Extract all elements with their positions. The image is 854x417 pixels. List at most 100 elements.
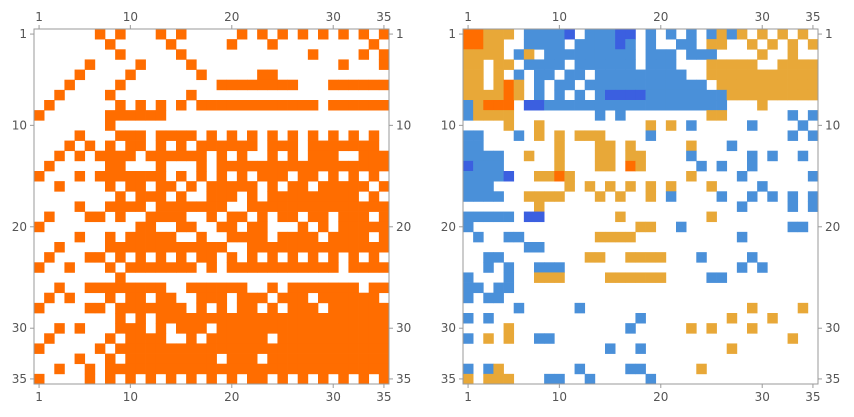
matrix-cell <box>686 323 697 334</box>
matrix-cell <box>216 343 228 354</box>
matrix-cell <box>605 59 616 70</box>
x-tick-label-bottom: 30 <box>326 390 341 404</box>
matrix-cell <box>165 181 177 192</box>
matrix-cell <box>736 171 748 182</box>
matrix-cell <box>615 231 626 243</box>
matrix-cell <box>105 292 116 304</box>
matrix-cell <box>297 292 309 304</box>
matrix-cell <box>297 160 309 172</box>
matrix-cell <box>257 29 268 40</box>
matrix-cell <box>635 160 646 172</box>
matrix-cell <box>534 201 545 212</box>
matrix-cell <box>247 252 258 263</box>
matrix-cell <box>206 292 217 304</box>
matrix-cell <box>665 69 677 81</box>
matrix-cell <box>777 79 788 91</box>
matrix-cell <box>247 323 258 334</box>
matrix-cell <box>307 201 319 212</box>
matrix-cell <box>358 140 370 152</box>
matrix-cell <box>257 333 268 344</box>
matrix-cell <box>463 130 474 141</box>
matrix-cell <box>196 171 207 182</box>
matrix-cell <box>378 29 390 40</box>
matrix-cell <box>84 252 96 263</box>
matrix-cell <box>105 373 116 385</box>
matrix-cell <box>534 191 545 202</box>
matrix-cell <box>125 242 136 253</box>
matrix-cell <box>64 140 75 152</box>
matrix-cell <box>368 343 380 354</box>
matrix-cell <box>706 39 717 50</box>
matrix-cell <box>54 363 65 375</box>
matrix-cell <box>378 242 390 253</box>
matrix-cell <box>186 89 197 101</box>
matrix-cell <box>338 29 349 40</box>
matrix-cell <box>145 231 157 243</box>
matrix-cell <box>696 100 707 111</box>
matrix-cell <box>297 313 309 324</box>
matrix-cell <box>665 49 677 60</box>
matrix-cell <box>257 100 268 111</box>
matrix-cell <box>736 89 748 101</box>
matrix-cell <box>483 171 494 182</box>
matrix-cell <box>594 79 606 91</box>
matrix-cell <box>328 231 339 243</box>
matrix-cell <box>807 191 819 202</box>
matrix-cell <box>787 221 799 233</box>
matrix-cell <box>236 181 248 192</box>
matrix-cell <box>318 242 329 253</box>
matrix-cell <box>236 363 248 375</box>
matrix-cell <box>473 79 484 91</box>
matrix-cell <box>267 252 278 263</box>
matrix-cell <box>706 100 717 111</box>
matrix-cell <box>216 140 228 152</box>
matrix-cell <box>115 252 126 263</box>
matrix-cell <box>787 191 799 202</box>
matrix-cell <box>747 150 758 162</box>
matrix-cell <box>44 160 55 172</box>
matrix-cell <box>358 262 370 273</box>
x-tick-label-bottom: 30 <box>755 390 770 404</box>
matrix-cell <box>503 110 515 121</box>
matrix-cell <box>665 181 677 192</box>
matrix-cell <box>115 272 126 283</box>
matrix-cell <box>196 150 207 162</box>
matrix-cell <box>145 353 157 365</box>
matrix-cell <box>307 323 319 334</box>
matrix-cell <box>176 140 187 152</box>
matrix-cell <box>206 282 217 294</box>
matrix-cell <box>328 252 339 263</box>
matrix-cell <box>44 211 55 223</box>
matrix-cell <box>645 100 657 111</box>
matrix-cell <box>297 181 309 192</box>
matrix-cell <box>176 211 187 223</box>
matrix-cell <box>297 302 309 314</box>
matrix-cell <box>726 140 738 152</box>
matrix-cell <box>358 292 370 304</box>
matrix-cell <box>554 150 565 162</box>
matrix-cell <box>676 69 687 81</box>
matrix-cell <box>318 282 329 294</box>
matrix-cell <box>74 69 86 81</box>
matrix-cell <box>206 191 217 202</box>
x-tick-label-bottom: 35 <box>376 390 391 404</box>
matrix-cell <box>216 333 228 344</box>
matrix-cell <box>196 242 207 253</box>
matrix-cell <box>493 69 504 81</box>
matrix-cell <box>463 29 474 40</box>
matrix-cell <box>176 221 187 233</box>
matrix-cell <box>513 89 525 101</box>
matrix-cell <box>544 333 555 344</box>
matrix-cell <box>368 313 380 324</box>
matrix-cell <box>348 160 359 172</box>
matrix-cell <box>358 29 370 40</box>
matrix-cell <box>287 282 299 294</box>
matrix-cell <box>736 29 748 40</box>
matrix-cell <box>615 59 626 70</box>
matrix-cell <box>236 302 248 314</box>
x-tick-label-bottom: 1 <box>35 390 43 404</box>
matrix-cell <box>348 171 359 182</box>
matrix-cell <box>105 333 116 344</box>
matrix-cell <box>186 343 197 354</box>
matrix-cell <box>338 181 349 192</box>
